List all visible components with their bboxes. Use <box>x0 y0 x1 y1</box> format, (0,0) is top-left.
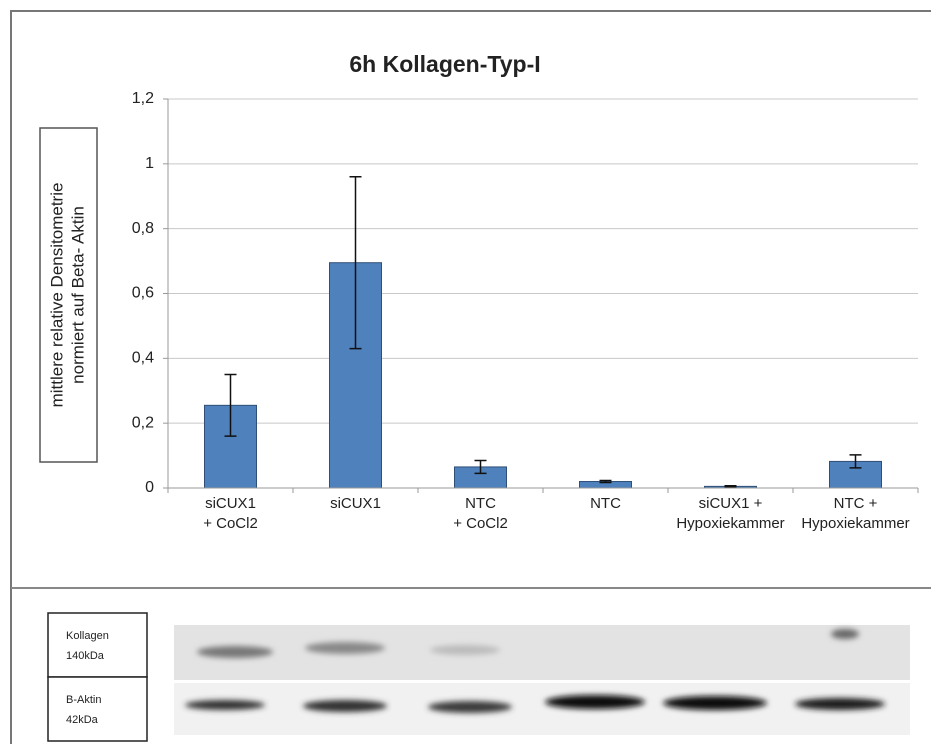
x-tick-label: + CoCl2 <box>203 515 258 532</box>
x-tick-label: NTC <box>465 495 496 512</box>
blot-label: Kollagen <box>66 630 109 642</box>
y-tick-label: 1,2 <box>132 90 154 107</box>
blot-label: B-Aktin <box>66 694 101 706</box>
band <box>305 642 385 654</box>
y-label-line: mittlere relative Densitometrie <box>47 183 66 408</box>
x-tick-label: siCUX1 <box>330 495 381 512</box>
band <box>831 629 859 639</box>
blot-label-box <box>48 677 147 741</box>
blot-label: 140kDa <box>66 650 105 662</box>
blot-label-box <box>48 613 147 677</box>
band <box>185 700 265 710</box>
x-tick-label: siCUX1 <box>205 495 256 512</box>
x-tick-label: NTC + <box>834 495 878 512</box>
x-tick-label: Hypoxiekammer <box>676 515 784 532</box>
blot-label: 42kDa <box>66 714 99 726</box>
y-tick-label: 0,8 <box>132 220 154 237</box>
band <box>197 646 273 658</box>
y-label-line: normiert auf Beta- Aktin <box>68 206 87 384</box>
band <box>428 701 512 713</box>
band <box>303 700 387 712</box>
y-tick-label: 0,2 <box>132 414 154 431</box>
blot-image <box>174 683 910 735</box>
y-tick-label: 0 <box>145 479 154 496</box>
y-tick-label: 0,4 <box>132 350 154 367</box>
band <box>545 695 645 709</box>
x-tick-label: Hypoxiekammer <box>801 515 909 532</box>
error-bar <box>725 486 737 487</box>
chart-title: 6h Kollagen-Typ-I <box>349 51 540 77</box>
y-tick-label: 0,6 <box>132 285 154 302</box>
figure: 6h Kollagen-Typ-I mittlere relative Dens… <box>0 0 931 744</box>
blot-image <box>174 625 910 680</box>
band <box>795 698 885 710</box>
x-tick-label: NTC <box>590 495 621 512</box>
band <box>430 645 500 655</box>
x-tick-label: + CoCl2 <box>453 515 508 532</box>
band <box>663 696 767 710</box>
x-tick-label: siCUX1 + <box>699 495 763 512</box>
page: 6h Kollagen-Typ-I mittlere relative Dens… <box>0 0 931 749</box>
y-tick-label: 1 <box>145 155 154 172</box>
